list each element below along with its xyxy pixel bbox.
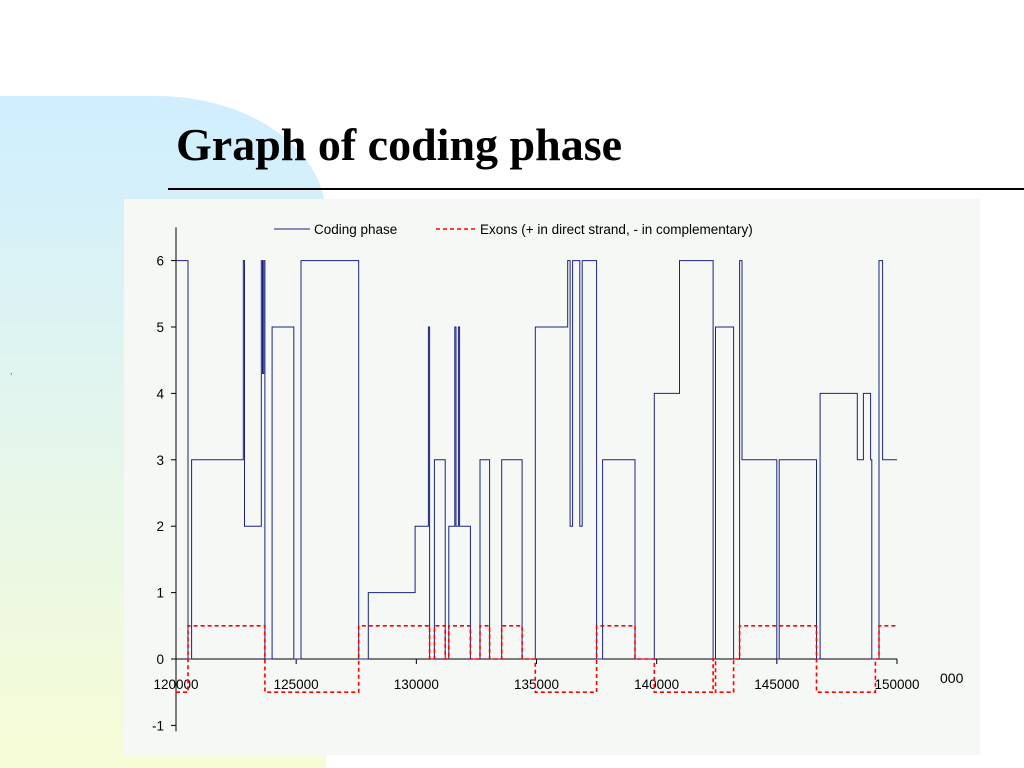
y-tick-label: 4 — [156, 386, 164, 401]
slide-title: Graph of coding phase — [176, 119, 623, 170]
y-tick-label: 0 — [156, 652, 164, 667]
x-tick-label: 125000 — [274, 677, 319, 692]
x-tick-label: 140000 — [634, 677, 679, 692]
x-tick-label: 120000 — [153, 677, 198, 692]
x-tick-label: 135000 — [514, 677, 559, 692]
title-divider — [168, 188, 1024, 190]
y-tick-label: 2 — [156, 519, 164, 534]
y-tick-label: 1 — [156, 586, 164, 601]
y-tick-label: 5 — [156, 320, 164, 335]
legend-label-coding-phase: Coding phase — [314, 222, 397, 237]
series-line-coding-phase — [176, 260, 897, 660]
y-tick-label: -1 — [152, 718, 164, 733]
x-tick-label: 145000 — [754, 677, 799, 692]
series-line-exons — [176, 625, 897, 693]
coding-phase-chart: -1 0 1 2 3 4 5 6 120000 125000 130000 135000 140000 1… — [152, 222, 920, 733]
x-tick-label: 130000 — [394, 677, 439, 692]
x-tick-label: 150000 — [874, 677, 919, 692]
stray-mark: , — [10, 366, 13, 376]
y-tick-label: 6 — [156, 254, 164, 269]
x-tick-overflow-label: 000 — [940, 670, 964, 686]
legend-label-exons: Exons (+ in direct strand, - in compleme… — [480, 222, 753, 237]
y-tick-label: 3 — [156, 453, 164, 468]
chart-area: -1 0 1 2 3 4 5 6 120000 125000 130000 135000 140000 1… — [124, 199, 980, 755]
